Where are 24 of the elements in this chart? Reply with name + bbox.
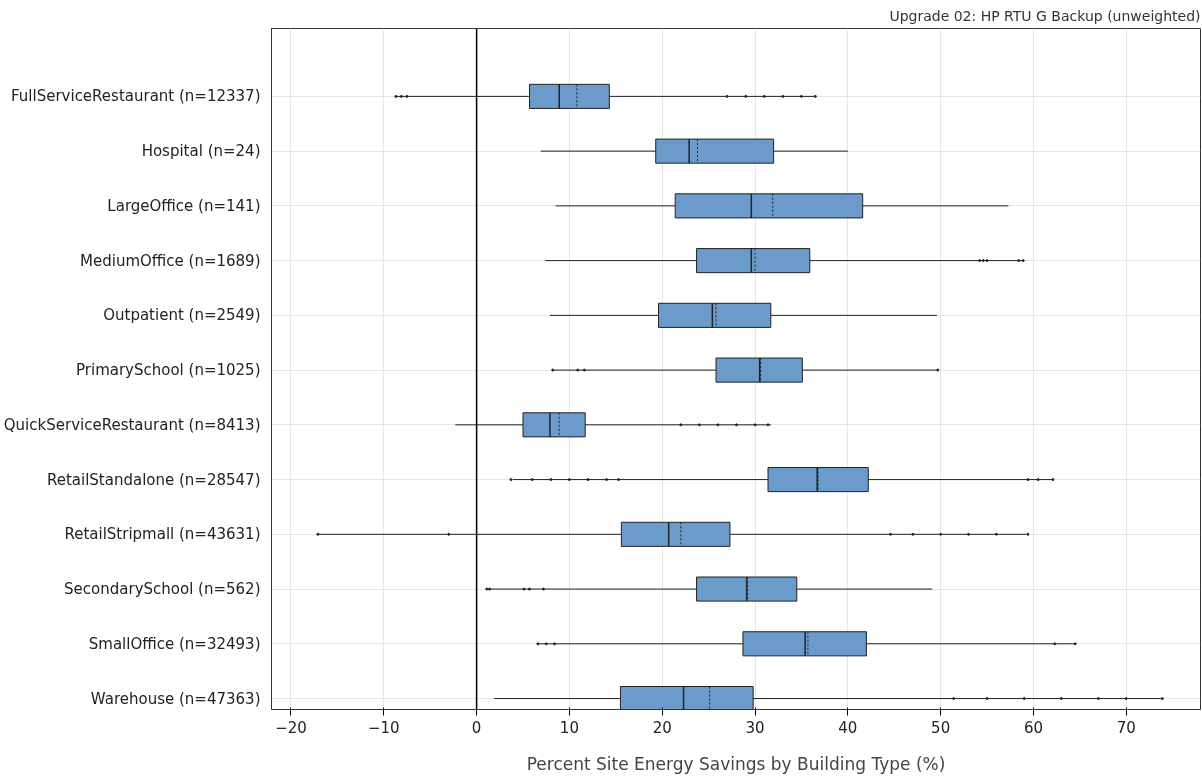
x-axis-title: Percent Site Energy Savings by Building Type (%) (526, 753, 946, 774)
x-tick-label: −20 (275, 718, 307, 737)
y-tick-label: RetailStandalone (n=28547) (46, 470, 261, 489)
x-tick-label: 70 (1116, 718, 1136, 737)
y-tick-label: RetailStripmall (n=43631) (64, 525, 261, 544)
y-tick-label: PrimarySchool (n=1025) (76, 361, 261, 380)
x-tick-label: −10 (367, 718, 400, 737)
y-tick-label: MediumOffice (n=1689) (80, 251, 261, 270)
y-tick-label: Outpatient (n=2549) (103, 306, 261, 325)
y-tick-label: Hospital (n=24) (141, 142, 261, 161)
y-tick-label: QuickServiceRestaurant (n=8413) (3, 415, 261, 434)
chart-title: Upgrade 02: HP RTU G Backup (unweighted) (889, 7, 1201, 24)
x-tick-label: 0 (471, 718, 482, 737)
y-tick-label: SecondarySchool (n=562) (64, 580, 261, 599)
x-tick-label: 20 (652, 718, 672, 737)
y-tick-label: Warehouse (n=47363) (90, 689, 261, 708)
x-tick-label: 30 (745, 718, 765, 737)
x-tick-label: 10 (559, 718, 579, 737)
y-tick-label: SmallOffice (n=32493) (88, 634, 261, 653)
x-tick-label: 60 (1023, 718, 1043, 737)
y-tick-label: LargeOffice (n=141) (107, 196, 261, 215)
x-tick-label: 40 (838, 718, 858, 737)
x-tick-label: 50 (931, 718, 951, 737)
y-tick-label: FullServiceRestaurant (n=12337) (11, 87, 261, 106)
